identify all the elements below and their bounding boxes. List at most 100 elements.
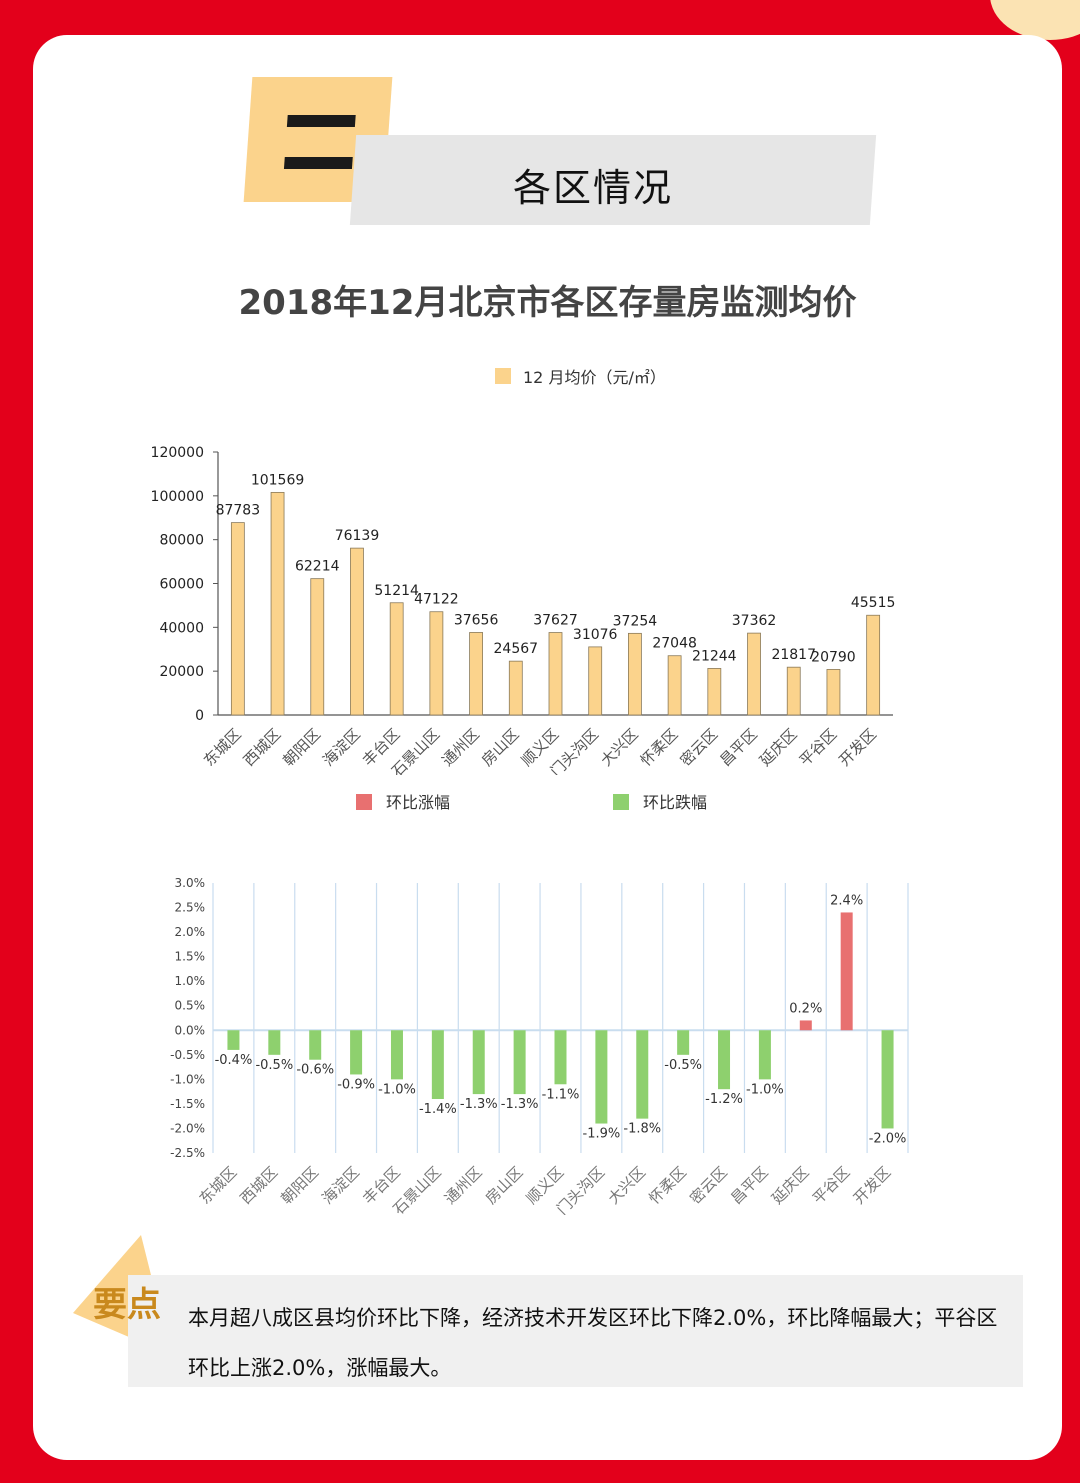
change-bar-down [227, 1030, 240, 1050]
change-value-label: -1.8% [623, 1122, 661, 1137]
price-bar [628, 632, 642, 716]
y-tick-label: -0.5% [170, 1048, 205, 1062]
legend-swatch-up [356, 794, 372, 810]
x-category-label: 房山区 [482, 1163, 527, 1208]
x-category-label: 密云区 [677, 725, 722, 770]
x-category-label: 通州区 [438, 725, 483, 770]
y-tick-label: 3.0% [175, 876, 206, 890]
x-category-label: 开发区 [835, 725, 880, 770]
price-bar [389, 602, 404, 716]
change-bar-down [677, 1030, 690, 1055]
x-category-label: 开发区 [850, 1163, 895, 1208]
price-bar [548, 632, 563, 716]
price-bar [508, 660, 523, 716]
y-tick-label: 120000 [151, 445, 204, 461]
change-bar-down [472, 1030, 485, 1095]
change-bar-down [881, 1030, 894, 1129]
price-bar [270, 491, 285, 716]
y-tick-label: 2.5% [175, 901, 206, 915]
price-value-label: 87783 [216, 503, 261, 519]
note-text: 本月超八成区县均价环比下降，经济技术开发区环比下降2.0%，环比降幅最大；平谷区… [188, 1306, 998, 1380]
chart-main-title: 2018年12月北京市各区存量房监测均价 [238, 283, 857, 323]
change-bar-down [350, 1030, 363, 1075]
legend-label-down: 环比跌幅 [643, 793, 707, 812]
price-bar [826, 669, 841, 716]
y-tick-label: 1.0% [175, 974, 206, 988]
legend-swatch-down [613, 794, 629, 810]
x-category-label: 朝阳区 [277, 1163, 322, 1208]
y-tick-label: -2.5% [170, 1146, 205, 1160]
x-category-label: 怀柔区 [637, 725, 682, 770]
change-value-label: -1.9% [583, 1127, 621, 1142]
change-bar-down [431, 1030, 444, 1099]
change-bar-down [309, 1030, 322, 1060]
change-value-label: -1.3% [501, 1097, 539, 1112]
price-value-label: 31076 [573, 627, 618, 643]
change-bar-down [554, 1030, 567, 1085]
x-category-label: 大兴区 [605, 1163, 650, 1208]
y-tick-label: -1.5% [170, 1097, 205, 1111]
change-bar-down [636, 1030, 649, 1119]
change-value-label: -1.4% [419, 1102, 457, 1117]
number-stroke-bottom [283, 157, 353, 169]
x-category-label: 西城区 [237, 1163, 282, 1208]
x-category-label: 通州区 [441, 1163, 486, 1208]
change-value-label: -0.9% [337, 1077, 375, 1092]
y-tick-label: 60000 [159, 577, 204, 593]
price-bar [707, 668, 722, 716]
change-bar-down [718, 1030, 731, 1090]
x-category-label: 昌平区 [727, 1163, 772, 1208]
price-bar [588, 646, 603, 716]
price-bar-chart: 12 月均价（元/㎡） 0 20000 40000 60000 80000 100000 1… [151, 368, 895, 775]
x-category-label: 房山区 [478, 725, 523, 770]
change-value-label: -1.1% [542, 1087, 580, 1102]
note-key-label: 要点 [93, 1285, 161, 1325]
change-value-label: 0.2% [789, 1001, 822, 1016]
change-bar-down [513, 1030, 526, 1095]
price-bar [350, 547, 364, 716]
x-category-label: 朝阳区 [280, 725, 325, 770]
x-category-label: 海淀区 [318, 1163, 363, 1208]
change-value-label: -0.6% [296, 1063, 334, 1078]
change-value-label: -1.0% [746, 1082, 784, 1097]
price-bar [667, 655, 682, 716]
price-value-label: 101569 [251, 472, 304, 488]
y-tick-label: 0 [195, 708, 204, 724]
price-value-label: 21817 [771, 647, 816, 663]
price-value-label: 24567 [494, 641, 539, 657]
x-category-label: 密云区 [686, 1163, 731, 1208]
x-category-label: 平谷区 [809, 1163, 854, 1208]
price-bar [230, 522, 245, 716]
x-category-label: 怀柔区 [645, 1163, 690, 1208]
change-value-label: -1.0% [378, 1082, 416, 1097]
price-value-label: 37656 [454, 612, 499, 628]
change-value-label: -1.2% [705, 1092, 743, 1107]
legend-swatch-price [495, 368, 511, 384]
price-value-label: 47122 [414, 592, 459, 608]
change-value-label: -0.5% [255, 1058, 293, 1073]
price-value-label: 27048 [652, 636, 697, 652]
y-tick-label: 2.0% [175, 925, 206, 939]
x-category-label: 海淀区 [319, 725, 364, 770]
price-bar [866, 614, 881, 716]
price-bar [429, 611, 444, 716]
price-bar [747, 632, 761, 716]
corner-decoration [990, 0, 1080, 40]
change-value-label: -1.3% [460, 1097, 498, 1112]
price-bar [310, 578, 325, 716]
note-band [128, 1275, 1023, 1387]
change-bar-down [390, 1030, 403, 1080]
change-value-label: 2.4% [830, 893, 863, 908]
price-value-label: 51214 [374, 583, 419, 599]
change-bar-up [840, 912, 853, 1031]
y-tick-label: -2.0% [170, 1121, 205, 1135]
price-value-label: 37254 [613, 613, 658, 629]
price-bar [786, 666, 801, 716]
x-category-label: 西城区 [240, 725, 285, 770]
price-value-label: 76139 [335, 528, 380, 544]
change-value-label: -0.5% [664, 1058, 702, 1073]
y-tick-label: 1.5% [175, 950, 206, 964]
change-bar-down [268, 1030, 281, 1055]
x-category-label: 东城区 [200, 725, 245, 770]
content-card: 各区情况 2018年12月北京市各区存量房监测均价 12 月均价（元/㎡） 0 2… [33, 35, 1062, 1460]
